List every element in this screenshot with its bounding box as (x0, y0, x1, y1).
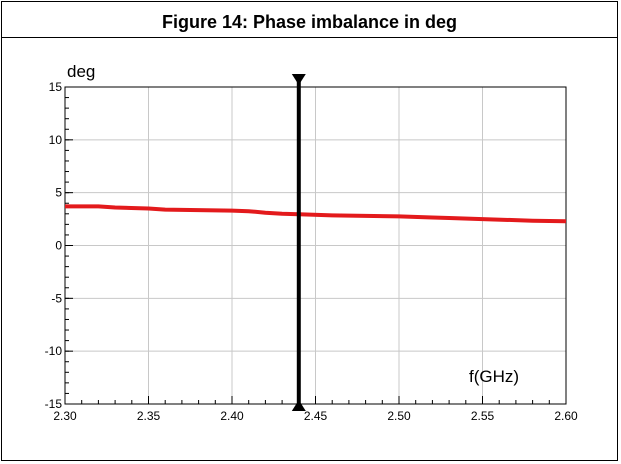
axis-ticks (64, 86, 567, 405)
y-tick-label: -15 (45, 397, 63, 411)
marker-bottom-triangle-icon[interactable] (291, 400, 306, 411)
x-tick-label: 2.50 (387, 409, 411, 423)
y-tick-label: -10 (45, 344, 63, 358)
y-tick-label: 15 (49, 80, 63, 94)
y-axis-label: deg (67, 62, 95, 81)
x-tick-label: 2.55 (471, 409, 495, 423)
figure-title: Figure 14: Phase imbalance in deg (161, 12, 458, 32)
title-row: Figure 14: Phase imbalance in deg (2, 2, 617, 38)
x-tick-label: 2.30 (53, 409, 77, 423)
y-tick-label: 5 (55, 186, 62, 200)
x-tick-label: 2.60 (554, 409, 578, 423)
grid (65, 87, 566, 404)
frequency-marker[interactable] (291, 74, 306, 411)
marker-top-triangle-icon[interactable] (291, 74, 306, 85)
series-line (65, 204, 567, 224)
y-tick-label: 0 (55, 239, 62, 253)
series-group (65, 204, 567, 224)
y-tick-labels: 15 10 5 0 -5 -10 -15 (45, 80, 63, 411)
y-tick-label: 10 (49, 133, 63, 147)
x-tick-labels: 2.30 2.35 2.40 2.45 2.50 2.55 2.60 (53, 409, 578, 423)
x-tick-label: 2.35 (137, 409, 161, 423)
x-axis-label: f(GHz) (469, 367, 519, 386)
x-tick-label: 2.45 (304, 409, 328, 423)
x-tick-label: 2.40 (220, 409, 244, 423)
y-tick-label: -5 (51, 291, 62, 305)
